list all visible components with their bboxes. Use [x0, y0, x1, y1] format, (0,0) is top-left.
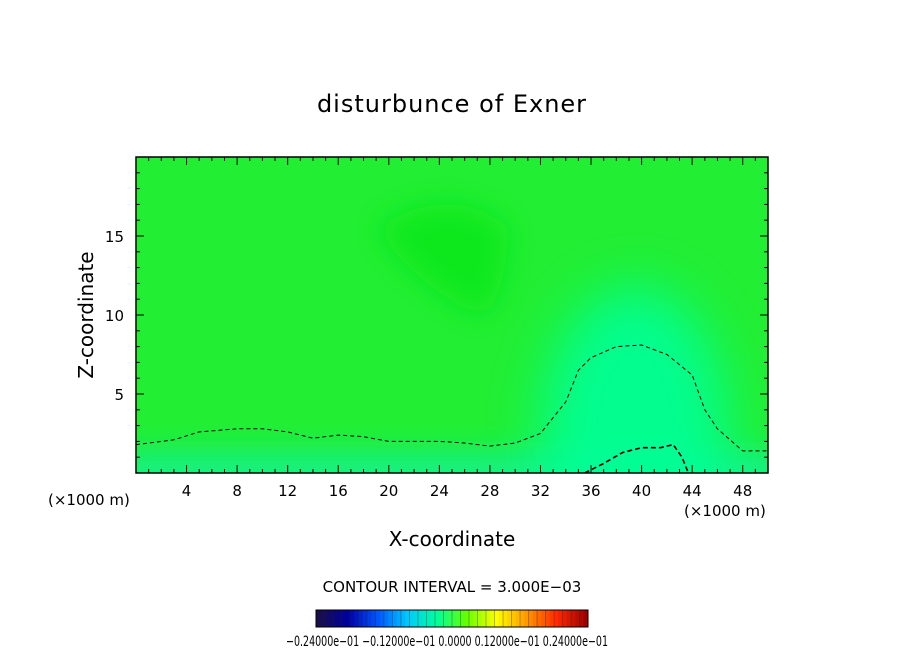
- colorbar-swatch: [545, 610, 551, 627]
- y-tick-label: 10: [105, 307, 124, 325]
- colorbar-swatch: [439, 610, 444, 627]
- colorbar-swatch: [562, 610, 568, 627]
- colorbar-swatch: [503, 610, 508, 627]
- colorbar-swatch: [328, 610, 334, 627]
- colorbar-swatch: [337, 610, 342, 627]
- x-unit-left: (×1000 m): [48, 491, 130, 509]
- contour-lower: [584, 443, 690, 473]
- colorbar-swatch: [469, 610, 474, 627]
- colorbar-swatch: [579, 610, 585, 627]
- colorbar-swatch: [532, 610, 538, 627]
- colorbar-swatch: [333, 610, 338, 627]
- colorbar-swatch: [477, 610, 483, 627]
- x-tick-label: 28: [480, 482, 499, 500]
- colorbar-tick-labels: −0.24000e−01 −0.12000e−01 0.0000 0.12000…: [286, 634, 608, 650]
- colorbar: [315, 609, 589, 628]
- colorbar-swatch: [566, 610, 572, 627]
- colorbar-swatch: [341, 610, 347, 627]
- colorbar-swatch: [583, 610, 589, 627]
- colorbar-swatch: [354, 610, 359, 627]
- colorbar-swatch: [481, 610, 487, 627]
- colorbar-swatch: [537, 610, 542, 627]
- colorbar-swatch: [456, 610, 461, 627]
- colorbar-swatch: [430, 610, 436, 627]
- y-tick-label: 15: [105, 228, 124, 246]
- x-tick-label: 4: [182, 482, 192, 500]
- x-tick-label: 36: [581, 482, 600, 500]
- colorbar-swatch: [409, 610, 415, 627]
- colorbar-swatch: [316, 610, 321, 627]
- plot-area: [136, 157, 768, 473]
- contour-upper: [136, 344, 768, 452]
- y-axis: 5 10 15: [105, 172, 768, 458]
- colorbar-swatch: [494, 610, 500, 627]
- x-tick-label: 12: [278, 482, 297, 500]
- colorbar-swatch: [350, 610, 355, 627]
- colorbar-swatch: [528, 610, 534, 627]
- colorbar-swatch: [447, 610, 453, 627]
- colorbar-swatch: [486, 610, 491, 627]
- colorbar-swatch: [396, 610, 402, 627]
- x-tick-label: 44: [683, 482, 702, 500]
- colorbar-swatch: [379, 610, 385, 627]
- colorbar-swatch: [324, 610, 330, 627]
- field-mountain-wave: [540, 286, 731, 473]
- colorbar-swatch: [541, 610, 546, 627]
- x-axis-label: X-coordinate: [389, 527, 516, 551]
- colorbar-swatch: [375, 610, 381, 627]
- colorbar-swatch: [571, 610, 576, 627]
- chart-title: disturbunce of Exner: [317, 90, 587, 118]
- colorbar-swatch: [460, 610, 466, 627]
- colorbar-swatch: [371, 610, 376, 627]
- colorbar-swatch: [362, 610, 368, 627]
- y-axis-label: Z-coordinate: [74, 251, 98, 378]
- colorbar-swatch: [384, 610, 389, 627]
- colorbar-swatch: [490, 610, 495, 627]
- colorbar-frame: [315, 609, 589, 628]
- colorbar-swatch: [452, 610, 457, 627]
- colorbar-swatch: [367, 610, 372, 627]
- colorbar-swatch: [435, 610, 440, 627]
- colorbar-swatch: [422, 610, 427, 627]
- colorbar-swatch: [558, 610, 563, 627]
- colorbar-swatch: [320, 610, 325, 627]
- colorbar-swatch: [549, 610, 555, 627]
- x-tick-label: 40: [632, 482, 651, 500]
- colorbar-swatch: [473, 610, 478, 627]
- colorbar-swatch: [464, 610, 470, 627]
- colorbar-swatch: [418, 610, 423, 627]
- colorbar-swatch: [511, 610, 517, 627]
- y-tick-label: 5: [114, 386, 124, 404]
- colorbar-swatch: [575, 610, 580, 627]
- x-tick-label: 32: [531, 482, 550, 500]
- colorbar-swatch: [401, 610, 406, 627]
- colorbar-swatch: [345, 610, 351, 627]
- colorbar-swatch: [413, 610, 419, 627]
- field-upper-core: [376, 204, 509, 315]
- colorbar-swatch: [388, 610, 393, 627]
- colorbar-swatch: [524, 610, 529, 627]
- contour-interval-label: CONTOUR INTERVAL = 3.000E−03: [323, 578, 582, 596]
- x-axis: 4 8 12 16 20 24 28 32 36 40 44 48: [148, 157, 756, 500]
- colorbar-swatch: [507, 610, 512, 627]
- colorbar-swatch: [405, 610, 410, 627]
- colorbar-swatch: [515, 610, 521, 627]
- colorbar-swatch: [498, 610, 504, 627]
- colorbar-swatch: [520, 610, 525, 627]
- x-tick-label: 24: [430, 482, 449, 500]
- x-tick-label: 16: [329, 482, 348, 500]
- colorbar-swatch: [392, 610, 398, 627]
- x-tick-label: 48: [733, 482, 752, 500]
- colorbar-swatch: [358, 610, 364, 627]
- contour-lines: [136, 344, 768, 473]
- x-tick-label: 20: [379, 482, 398, 500]
- x-tick-label: 8: [232, 482, 242, 500]
- x-unit-right: (×1000 m): [684, 502, 766, 520]
- colorbar-swatch: [443, 610, 449, 627]
- colorbar-swatch: [426, 610, 432, 627]
- colorbar-swatch: [554, 610, 559, 627]
